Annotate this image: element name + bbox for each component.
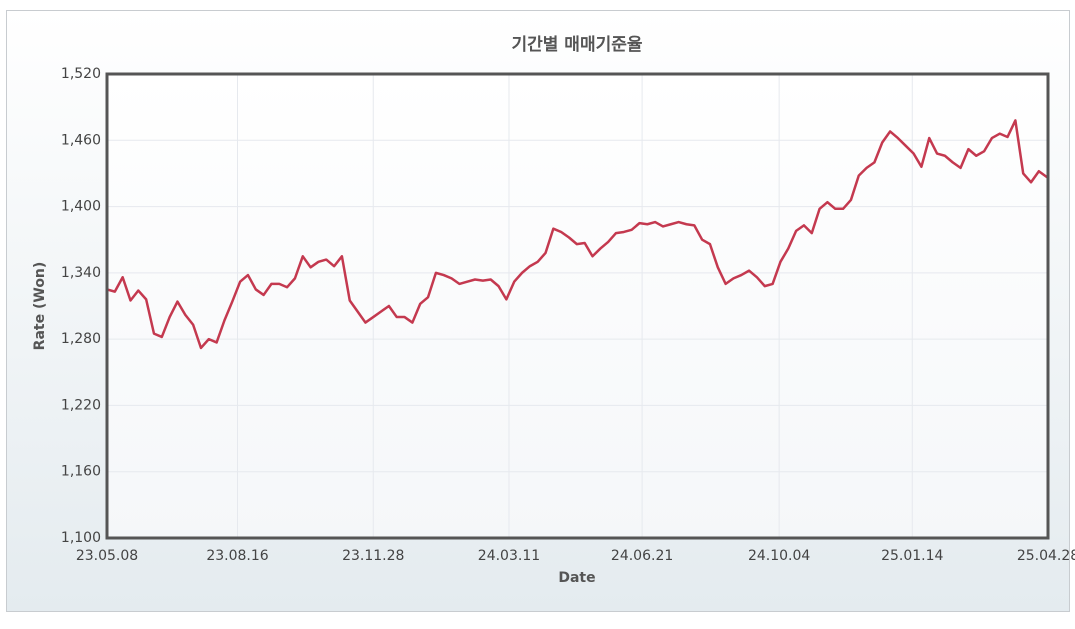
plot-border (105, 72, 1050, 540)
y-tick-label: 1,520 (61, 66, 101, 82)
y-tick-label: 1,220 (61, 397, 101, 413)
x-tick-label: 24.10.04 (748, 548, 810, 564)
x-tick-label: 23.05.08 (76, 548, 138, 564)
data-line (106, 119, 1049, 350)
x-tick-label: 24.06.21 (611, 548, 673, 564)
y-tick-label: 1,100 (61, 530, 101, 546)
x-axis-title: Date (558, 570, 595, 586)
plot-area (107, 74, 1048, 538)
y-tick-label: 1,460 (61, 132, 101, 148)
chart-title: 기간별 매매기준율 (511, 35, 642, 55)
x-tick-label: 25.04.28 (1017, 548, 1075, 564)
y-axis-title: Rate (Won) (32, 262, 48, 351)
x-tick-label: 23.08.16 (206, 548, 268, 564)
x-tick-label: 23.11.28 (342, 548, 404, 564)
x-tick-label: 25.01.14 (881, 548, 943, 564)
y-tick-label: 1,280 (61, 331, 101, 347)
y-tick-label: 1,400 (61, 199, 101, 215)
y-tick-label: 1,160 (61, 464, 101, 480)
y-tick-label: 1,340 (61, 265, 101, 281)
x-tick-label: 24.03.11 (478, 548, 540, 564)
